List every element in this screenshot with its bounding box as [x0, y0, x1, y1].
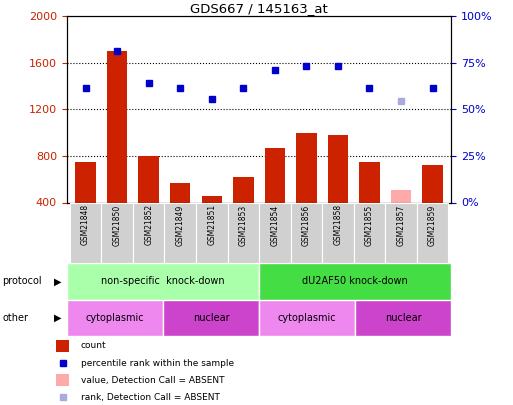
Bar	[170, 183, 190, 202]
Text: GSM21853: GSM21853	[239, 204, 248, 245]
Bar	[67, 300, 163, 336]
Bar	[391, 190, 411, 202]
Bar	[133, 202, 165, 263]
Text: other: other	[3, 313, 29, 323]
Bar	[56, 374, 69, 386]
Text: GSM21855: GSM21855	[365, 204, 374, 245]
Text: GSM21851: GSM21851	[207, 204, 216, 245]
Bar	[259, 202, 290, 263]
Text: GSM21850: GSM21850	[113, 204, 122, 245]
Text: GSM21856: GSM21856	[302, 204, 311, 245]
Bar	[353, 202, 385, 263]
Bar	[228, 202, 259, 263]
Bar	[202, 196, 222, 202]
Bar	[165, 202, 196, 263]
Text: ▶: ▶	[54, 277, 62, 286]
Text: GSM21848: GSM21848	[81, 204, 90, 245]
Title: GDS667 / 145163_at: GDS667 / 145163_at	[190, 2, 328, 15]
Bar	[139, 156, 159, 202]
Text: rank, Detection Call = ABSENT: rank, Detection Call = ABSENT	[81, 393, 220, 402]
Text: value, Detection Call = ABSENT: value, Detection Call = ABSENT	[81, 376, 224, 385]
Bar	[233, 177, 253, 202]
Text: nuclear: nuclear	[385, 313, 422, 323]
Bar	[75, 162, 96, 202]
Text: protocol: protocol	[3, 277, 42, 286]
Bar	[328, 135, 348, 202]
Bar	[296, 133, 317, 202]
Bar	[322, 202, 353, 263]
Bar	[163, 300, 259, 336]
Bar	[385, 202, 417, 263]
Bar	[107, 51, 127, 202]
Text: GSM21859: GSM21859	[428, 204, 437, 245]
Text: ▶: ▶	[54, 313, 62, 323]
Bar	[70, 202, 102, 263]
Text: cytoplasmic: cytoplasmic	[278, 313, 337, 323]
Text: nuclear: nuclear	[193, 313, 229, 323]
Bar	[259, 300, 355, 336]
Text: count: count	[81, 341, 106, 350]
Bar	[417, 202, 448, 263]
Text: GSM21849: GSM21849	[176, 204, 185, 245]
Bar	[67, 263, 259, 300]
Bar	[259, 263, 451, 300]
Bar	[359, 162, 380, 202]
Bar	[196, 202, 228, 263]
Text: cytoplasmic: cytoplasmic	[86, 313, 144, 323]
Text: GSM21854: GSM21854	[270, 204, 280, 245]
Bar	[56, 339, 69, 352]
Bar	[290, 202, 322, 263]
Text: dU2AF50 knock-down: dU2AF50 knock-down	[302, 277, 408, 286]
Text: percentile rank within the sample: percentile rank within the sample	[81, 358, 234, 367]
Bar	[355, 300, 451, 336]
Text: GSM21858: GSM21858	[333, 204, 342, 245]
Bar	[422, 165, 443, 202]
Bar	[102, 202, 133, 263]
Text: GSM21852: GSM21852	[144, 204, 153, 245]
Text: non-specific  knock-down: non-specific knock-down	[101, 277, 225, 286]
Bar	[265, 148, 285, 202]
Text: GSM21857: GSM21857	[397, 204, 405, 245]
